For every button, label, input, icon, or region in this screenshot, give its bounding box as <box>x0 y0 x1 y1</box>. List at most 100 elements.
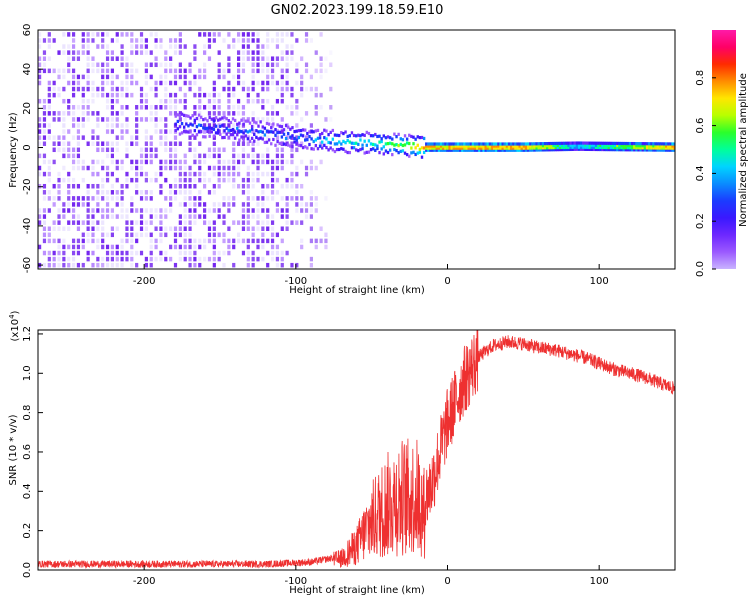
spectrogram-noise-cell <box>62 86 66 92</box>
spectrogram-signal-cell <box>452 144 456 148</box>
spectrogram-noise-cell <box>285 129 289 134</box>
spectrogram-noise-cell <box>183 80 187 86</box>
spectrogram-signal-cell <box>238 121 241 125</box>
spectrogram-noise-cell <box>241 105 246 110</box>
spectrogram-noise-cell <box>256 56 260 61</box>
spectrogram-signal-cell <box>535 144 538 148</box>
spectrogram-noise-cell <box>67 147 71 153</box>
spectrogram-noise-cell <box>159 208 163 213</box>
spectrogram-signal-cell <box>354 134 358 138</box>
spectrogram-noise-cell <box>110 129 114 134</box>
spectrogram-noise-cell <box>207 105 212 110</box>
spectrogram-signal-cell <box>314 138 318 142</box>
spectrogram-signal-cell <box>384 149 388 153</box>
spectrogram-signal-cell <box>267 138 271 142</box>
spectrogram-signal-cell <box>497 146 500 150</box>
spectrogram-noise-cell <box>256 80 260 86</box>
spectrogram-signal-cell <box>185 122 188 126</box>
spectrogram-noise-cell <box>207 123 212 128</box>
spectrogram-signal-cell <box>221 123 224 127</box>
spectrogram-noise-cell <box>198 256 202 262</box>
spectrogram-noise-cell <box>319 238 323 244</box>
spectrogram-noise-cell <box>120 165 124 171</box>
spectrogram-noise-cell <box>159 238 163 244</box>
spectrogram-signal-cell <box>639 148 642 152</box>
spectrogram-signal-cell <box>486 144 490 148</box>
spectrogram-noise-cell <box>275 147 280 153</box>
spectrogram-noise-cell <box>164 56 168 61</box>
spectrogram-noise-cell <box>130 256 134 262</box>
spectrogram-signal-cell <box>223 115 226 119</box>
spectrogram-signal-cell <box>524 144 528 148</box>
spectrogram-signal-cell <box>340 130 343 135</box>
spectrogram-noise-cell <box>120 56 124 61</box>
spectrogram-signal-cell <box>442 148 445 152</box>
spectrogram-signal-cell <box>357 133 360 137</box>
spectrogram-noise-cell <box>125 129 129 134</box>
spectrogram-signal-cell <box>476 146 479 150</box>
spectrogram-noise-cell <box>203 177 207 183</box>
spectrogram-signal-cell <box>270 126 273 130</box>
spectrogram-signal-cell <box>652 144 655 148</box>
spectrogram-noise-cell <box>125 238 129 244</box>
spectrogram-signal-cell <box>499 142 502 146</box>
spectrogram-signal-cell <box>399 149 402 153</box>
spectrogram-signal-cell <box>395 149 398 153</box>
spectrogram-noise-cell <box>270 117 275 122</box>
spectrogram-noise-cell <box>154 147 158 153</box>
spectrogram-signal-cell <box>178 114 182 118</box>
spectrogram-signal-cell <box>660 148 664 152</box>
spectrogram-noise-cell <box>159 117 163 122</box>
spectrogram-signal-cell <box>437 142 441 146</box>
svg-text:(x104): (x104) <box>8 310 21 341</box>
spectrogram-noise-cell <box>71 74 76 80</box>
spectrogram-noise-cell <box>203 92 207 98</box>
spectrogram-noise-cell <box>154 153 158 159</box>
spectrogram-signal-cell <box>478 144 481 148</box>
spectrogram-noise-cell <box>173 196 178 201</box>
spectrogram-noise-cell <box>86 38 90 43</box>
spectrogram-noise-cell <box>135 171 139 177</box>
spectrogram-signal-cell <box>546 141 549 146</box>
spectrogram-noise-cell <box>207 98 212 104</box>
spectrogram-noise-cell <box>52 92 56 98</box>
spectrogram-noise-cell <box>169 226 173 231</box>
spectrogram-signal-cell <box>431 142 434 146</box>
spectrogram-noise-cell <box>91 141 95 146</box>
spectrogram-noise-cell <box>52 80 56 86</box>
spectrogram-noise-cell <box>300 56 304 61</box>
spectrogram-noise-cell <box>120 86 124 92</box>
spectrogram-noise-cell <box>71 38 76 43</box>
spectrogram-noise-cell <box>319 269 322 274</box>
spectrogram-signal-cell <box>586 147 589 151</box>
spectrogram-noise-cell <box>154 92 158 98</box>
spectrogram-noise-cell <box>110 226 114 231</box>
spectrogram-noise-cell <box>304 32 309 37</box>
spectrogram-signal-cell <box>174 114 177 118</box>
spectrogram-signal-cell <box>363 133 366 137</box>
spectrogram-noise-cell <box>42 262 47 268</box>
spectrogram-noise-cell <box>149 86 153 92</box>
spectrogram-signal-cell <box>537 146 540 150</box>
spectrogram-noise-cell <box>110 214 114 219</box>
spectrogram-signal-cell <box>541 148 545 152</box>
spectrogram-signal-cell <box>533 146 536 150</box>
spectrogram-noise-cell <box>203 214 207 219</box>
spectrogram-noise-cell <box>271 269 274 274</box>
spectrogram-noise-cell <box>173 177 178 183</box>
spectrogram-noise-cell <box>135 177 139 183</box>
spectrogram-noise-cell <box>110 123 114 128</box>
spectrogram-noise-cell <box>227 92 231 98</box>
spectrogram-signal-cell <box>669 144 672 148</box>
spectrogram-signal-cell <box>539 146 543 150</box>
spectrogram-signal-cell <box>628 146 632 150</box>
spectrogram-signal-cell <box>374 143 377 147</box>
spectrogram-signal-cell <box>594 147 598 152</box>
spectrogram-signal-cell <box>257 137 260 141</box>
spectrogram-signal-cell <box>614 145 617 150</box>
spectrogram-noise-cell <box>67 177 71 183</box>
spectrogram-noise-cell <box>319 32 323 37</box>
spectrogram-noise-cell <box>110 92 114 98</box>
spectrogram-noise-cell <box>193 44 197 49</box>
